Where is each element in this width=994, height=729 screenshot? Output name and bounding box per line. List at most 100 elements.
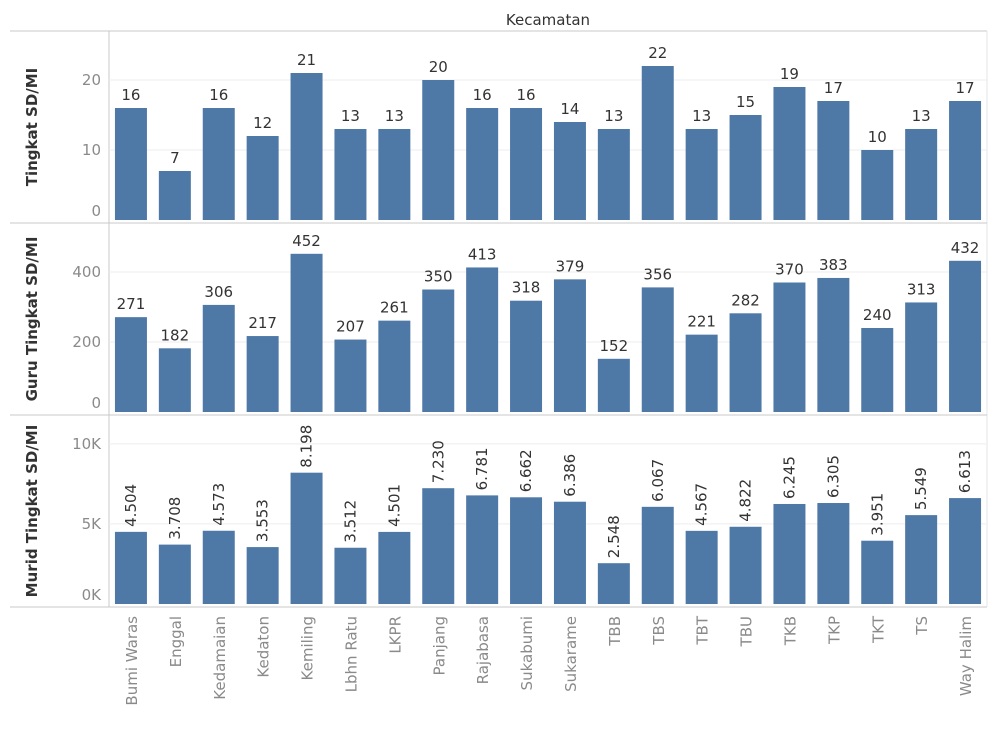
- bar[interactable]: [246, 547, 279, 604]
- data-label: 13: [341, 107, 360, 125]
- bar[interactable]: [773, 87, 806, 220]
- data-label: 282: [731, 291, 760, 309]
- x-tick-label: TKB: [781, 616, 799, 646]
- bar[interactable]: [685, 129, 718, 220]
- bar[interactable]: [729, 526, 762, 604]
- data-label: 379: [556, 257, 585, 275]
- bar[interactable]: [114, 317, 147, 412]
- x-tick-label: TBS: [650, 616, 668, 646]
- bar[interactable]: [114, 108, 147, 220]
- bar[interactable]: [641, 66, 674, 220]
- bar[interactable]: [158, 171, 191, 220]
- bar[interactable]: [334, 339, 367, 412]
- bar[interactable]: [422, 488, 455, 604]
- data-label: 318: [512, 279, 541, 297]
- x-tick-label: Lbhn Ratu: [342, 616, 360, 692]
- bar[interactable]: [641, 287, 674, 412]
- bar[interactable]: [817, 277, 850, 412]
- data-label: 4.822: [737, 479, 755, 522]
- bar[interactable]: [378, 129, 411, 220]
- data-label: 3.951: [868, 493, 886, 536]
- bar[interactable]: [202, 530, 235, 604]
- bar[interactable]: [510, 108, 543, 220]
- bar[interactable]: [817, 101, 850, 220]
- bar[interactable]: [861, 150, 894, 220]
- bar[interactable]: [597, 129, 630, 220]
- bar[interactable]: [597, 358, 630, 412]
- data-label: 13: [385, 107, 404, 125]
- data-label: 6.781: [473, 447, 491, 490]
- bar[interactable]: [290, 73, 323, 220]
- bar[interactable]: [773, 282, 806, 413]
- bar[interactable]: [641, 506, 674, 604]
- data-label: 350: [424, 268, 453, 286]
- bar[interactable]: [202, 304, 235, 412]
- bar[interactable]: [949, 101, 982, 220]
- data-label: 20: [429, 58, 448, 76]
- data-label: 10: [868, 128, 887, 146]
- data-label: 4.501: [385, 484, 403, 527]
- bar[interactable]: [158, 544, 191, 604]
- data-label: 452: [292, 232, 321, 250]
- data-label: 6.613: [956, 450, 974, 493]
- bar[interactable]: [246, 136, 279, 220]
- data-label: 6.067: [649, 459, 667, 502]
- bar[interactable]: [510, 497, 543, 604]
- bar[interactable]: [597, 563, 630, 604]
- y-tick-label: 20: [82, 71, 101, 89]
- data-label: 370: [775, 261, 804, 279]
- bar[interactable]: [158, 348, 191, 412]
- bar[interactable]: [466, 495, 499, 604]
- bar[interactable]: [378, 531, 411, 604]
- bar[interactable]: [202, 108, 235, 220]
- data-label: 217: [248, 314, 277, 332]
- bar[interactable]: [510, 300, 543, 412]
- bar[interactable]: [729, 115, 762, 220]
- bar[interactable]: [905, 129, 938, 220]
- bar[interactable]: [861, 540, 894, 604]
- bar[interactable]: [290, 472, 323, 604]
- bar[interactable]: [466, 267, 499, 412]
- bar[interactable]: [949, 498, 982, 604]
- bar[interactable]: [290, 253, 323, 412]
- y-tick-label: 5K: [82, 515, 103, 533]
- data-label: 313: [907, 280, 936, 298]
- x-tick-label: Enggal: [167, 616, 185, 667]
- data-label: 17: [824, 79, 843, 97]
- data-label: 16: [121, 86, 140, 104]
- bar[interactable]: [905, 515, 938, 604]
- data-label: 3.553: [254, 499, 272, 542]
- data-label: 17: [956, 79, 975, 97]
- data-label: 3.512: [341, 500, 359, 543]
- bar[interactable]: [114, 531, 147, 604]
- bar[interactable]: [466, 108, 499, 220]
- bar[interactable]: [949, 260, 982, 412]
- bar[interactable]: [334, 129, 367, 220]
- bar[interactable]: [553, 279, 586, 412]
- y-tick-label: 10: [82, 141, 101, 159]
- bar[interactable]: [422, 80, 455, 220]
- bar[interactable]: [861, 328, 894, 412]
- data-label: 221: [687, 313, 716, 331]
- bar[interactable]: [773, 503, 806, 604]
- bar[interactable]: [729, 313, 762, 412]
- x-tick-label: Rajabasa: [474, 616, 492, 684]
- bar[interactable]: [905, 302, 938, 412]
- data-label: 19: [780, 65, 799, 83]
- data-label: 16: [209, 86, 228, 104]
- bar[interactable]: [685, 334, 718, 412]
- bar[interactable]: [334, 547, 367, 604]
- bar[interactable]: [422, 289, 455, 413]
- data-label: 22: [648, 44, 667, 62]
- data-label: 356: [643, 265, 672, 283]
- bar[interactable]: [685, 530, 718, 604]
- data-label: 413: [468, 245, 497, 263]
- bar[interactable]: [378, 320, 411, 412]
- bar[interactable]: [553, 122, 586, 220]
- bar[interactable]: [817, 503, 850, 604]
- bar[interactable]: [553, 501, 586, 604]
- data-label: 12: [253, 114, 272, 132]
- data-label: 6.386: [561, 454, 579, 497]
- data-label: 4.504: [122, 484, 140, 527]
- bar[interactable]: [246, 336, 279, 412]
